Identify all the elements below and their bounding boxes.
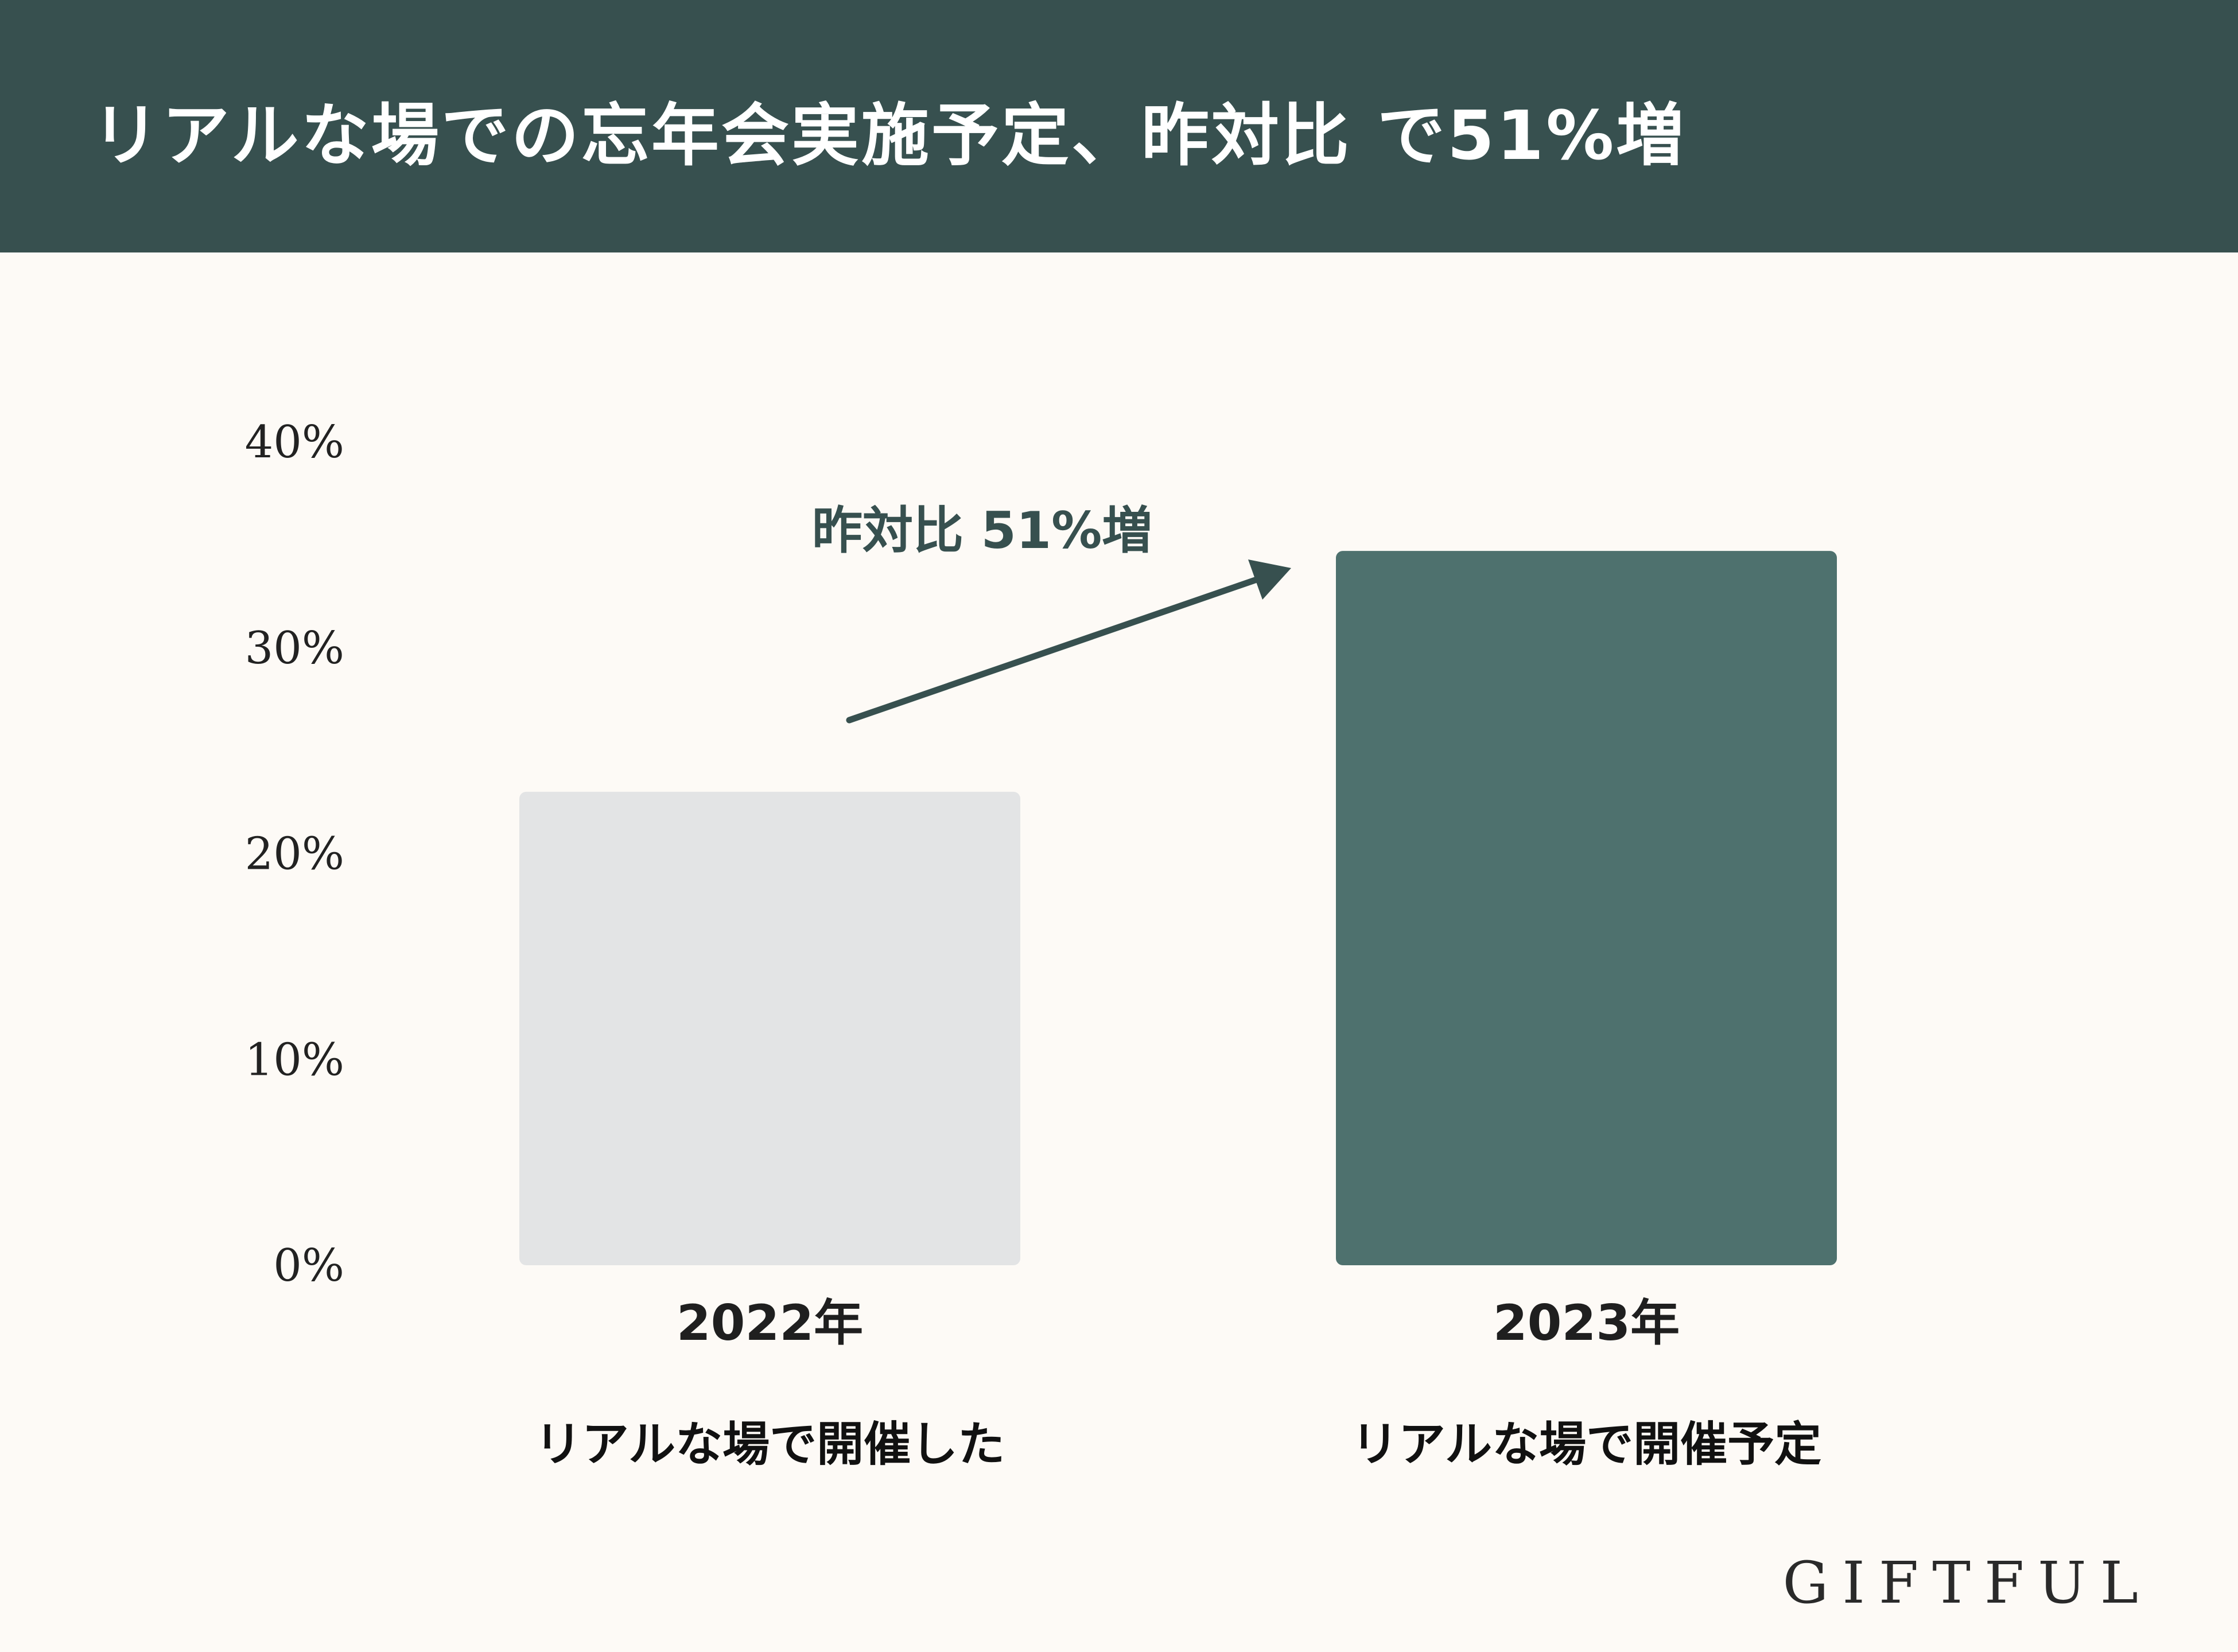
y-tick-label: 10% (245, 1034, 344, 1086)
x-tick-label: 2022年 (677, 1295, 863, 1352)
category-description: リアルな場で開催した (535, 1417, 1005, 1472)
bars (519, 551, 1837, 1266)
bar (1336, 551, 1837, 1266)
bar (519, 791, 1020, 1265)
giftful-logo: GIFTFUL (1782, 1549, 2152, 1616)
growth-arrow (846, 576, 1260, 724)
y-tick-label: 40% (245, 417, 344, 468)
y-axis: 0% 10% 20% 30% 40% (245, 417, 344, 1292)
y-tick-label: 30% (245, 623, 344, 674)
y-tick-label: 0% (273, 1240, 344, 1292)
category-description: リアルな場で開催予定 (1351, 1417, 1821, 1472)
x-tick-label: 2023年 (1493, 1295, 1680, 1352)
chart-title: リアルな場での忘年会実施予定、昨対比 で51%増 (92, 96, 1687, 175)
header-banner: リアルな場での忘年会実施予定、昨対比 で51%増 (0, 0, 2238, 252)
y-tick-label: 20% (245, 829, 344, 880)
growth-arrowhead (1248, 559, 1291, 600)
growth-annotation: 昨対比 51%増 (812, 501, 1152, 560)
annotation: 昨対比 51%増 (812, 501, 1291, 724)
